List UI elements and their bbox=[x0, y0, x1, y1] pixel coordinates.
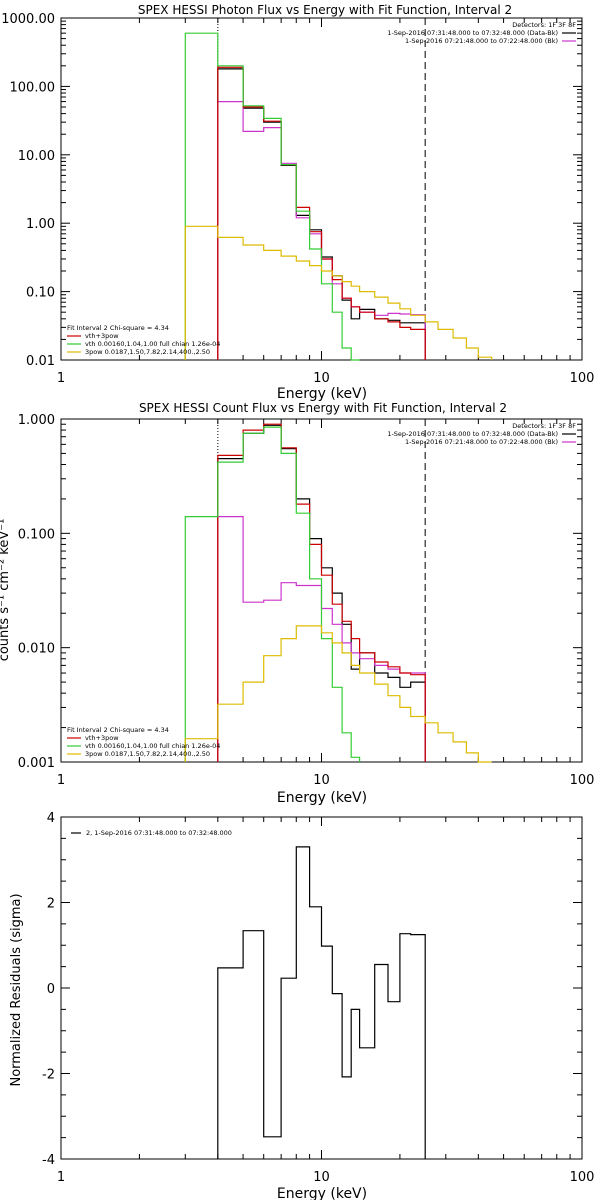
legend-entry: 1-Sep-2016 07:21:48.000 to 07:22:48.000 … bbox=[405, 438, 558, 446]
legend-entry: vth+3pow bbox=[85, 332, 119, 340]
y-tick-label: -4 bbox=[42, 1153, 55, 1168]
y-tick-label: 100.00 bbox=[10, 80, 56, 95]
residuals-chart: Normalized Residuals (sigma) 1 10 100 -4 -2 0… bbox=[9, 811, 594, 1200]
y-tick-label: 0.01 bbox=[26, 354, 55, 369]
x-tick-label: 100 bbox=[570, 1170, 595, 1185]
x-axis-label: Energy (keV) bbox=[277, 1186, 367, 1200]
series-vth-3pow bbox=[217, 66, 426, 360]
y-tick-label: 2 bbox=[47, 897, 55, 912]
series-vth-3pow bbox=[217, 423, 426, 762]
photon-flux-chart: SPEX HESSI Photon Flux vs Energy with Fi… bbox=[1, 3, 594, 402]
x-tick-label: 10 bbox=[313, 773, 330, 788]
legend-entry: 1-Sep-2016 07:31:48.000 to 07:32:48.000 … bbox=[387, 430, 558, 438]
chart-title: SPEX HESSI Count Flux vs Energy with Fit… bbox=[139, 401, 507, 415]
detectors-label: Detectors: 1F 3F 8F bbox=[512, 21, 576, 29]
series-vth bbox=[184, 32, 360, 361]
detectors-label: Detectors: 1F 3F 8F bbox=[512, 422, 576, 430]
legend-entry: 1-Sep-2016 07:31:48.000 to 07:32:48.000 … bbox=[387, 29, 558, 37]
series-3pow bbox=[184, 225, 493, 360]
legend-entry: Fit Interval 2 Chi-square = 4.34 bbox=[67, 726, 169, 734]
x-axis-label: Energy (keV) bbox=[277, 386, 367, 402]
x-axis-label: Energy (keV) bbox=[277, 790, 367, 806]
series-bk bbox=[217, 516, 426, 762]
y-tick-label: 1.00 bbox=[26, 217, 55, 232]
legend-entry: 3pow 0.0187,1.50,7.82,2.14,400.,2.50 bbox=[85, 348, 210, 356]
x-tick-label: 10 bbox=[313, 1170, 330, 1185]
series-data-bk bbox=[217, 424, 426, 762]
legend-entry: 1-Sep-2016 07:21:48.000 to 07:22:48.000 … bbox=[405, 37, 558, 45]
plot-frame bbox=[60, 816, 583, 1160]
series-3pow bbox=[184, 625, 492, 763]
y-tick-label: 0.001 bbox=[18, 756, 55, 771]
series-residuals bbox=[217, 846, 426, 1159]
legend-entry: vth 0.00160,1.04,1.00 full chian 1.26e-0… bbox=[85, 742, 220, 750]
y-tick-label: 4 bbox=[47, 811, 55, 826]
y-tick-label: 0.010 bbox=[18, 642, 55, 657]
y-tick-label: 0.10 bbox=[26, 286, 55, 301]
x-tick-label: 10 bbox=[313, 371, 330, 386]
x-tick-label: 100 bbox=[570, 773, 595, 788]
y-tick-label: -2 bbox=[42, 1068, 55, 1083]
y-axis-label: Normalized Residuals (sigma) bbox=[9, 893, 24, 1086]
count-flux-chart: SPEX HESSI Count Flux vs Energy with Fit… bbox=[0, 401, 594, 806]
y-axis-label: counts s⁻¹ cm⁻² keV⁻¹ bbox=[0, 519, 12, 662]
series-data-bk bbox=[217, 68, 426, 360]
x-tick-label: 1 bbox=[57, 1170, 65, 1185]
series-bk bbox=[217, 101, 426, 360]
y-tick-label: 0 bbox=[47, 982, 55, 997]
chart-title: SPEX HESSI Photon Flux vs Energy with Fi… bbox=[138, 3, 512, 17]
x-tick-label: 1 bbox=[57, 773, 65, 788]
y-tick-label: 10.00 bbox=[18, 149, 55, 164]
legend-entry: vth 0.00160,1.04,1.00 full chian 1.26e-0… bbox=[85, 340, 220, 348]
legend-entry: 2, 1-Sep-2016 07:31:48.000 to 07:32:48.0… bbox=[86, 829, 232, 837]
plot-frame bbox=[60, 17, 583, 361]
x-tick-label: 1 bbox=[57, 371, 65, 386]
y-tick-label: 0.100 bbox=[18, 527, 55, 542]
series-vth bbox=[184, 426, 361, 762]
y-tick-label: 1000.00 bbox=[1, 12, 55, 27]
legend-entry: 3pow 0.0187,1.50,7.82,2.14,400.,2.50 bbox=[85, 750, 210, 758]
legend-entry: Fit Interval 2 Chi-square = 4.34 bbox=[67, 324, 169, 332]
x-tick-label: 100 bbox=[570, 371, 595, 386]
y-tick-label: 1.000 bbox=[18, 413, 55, 428]
legend-entry: vth+3pow bbox=[85, 734, 119, 742]
